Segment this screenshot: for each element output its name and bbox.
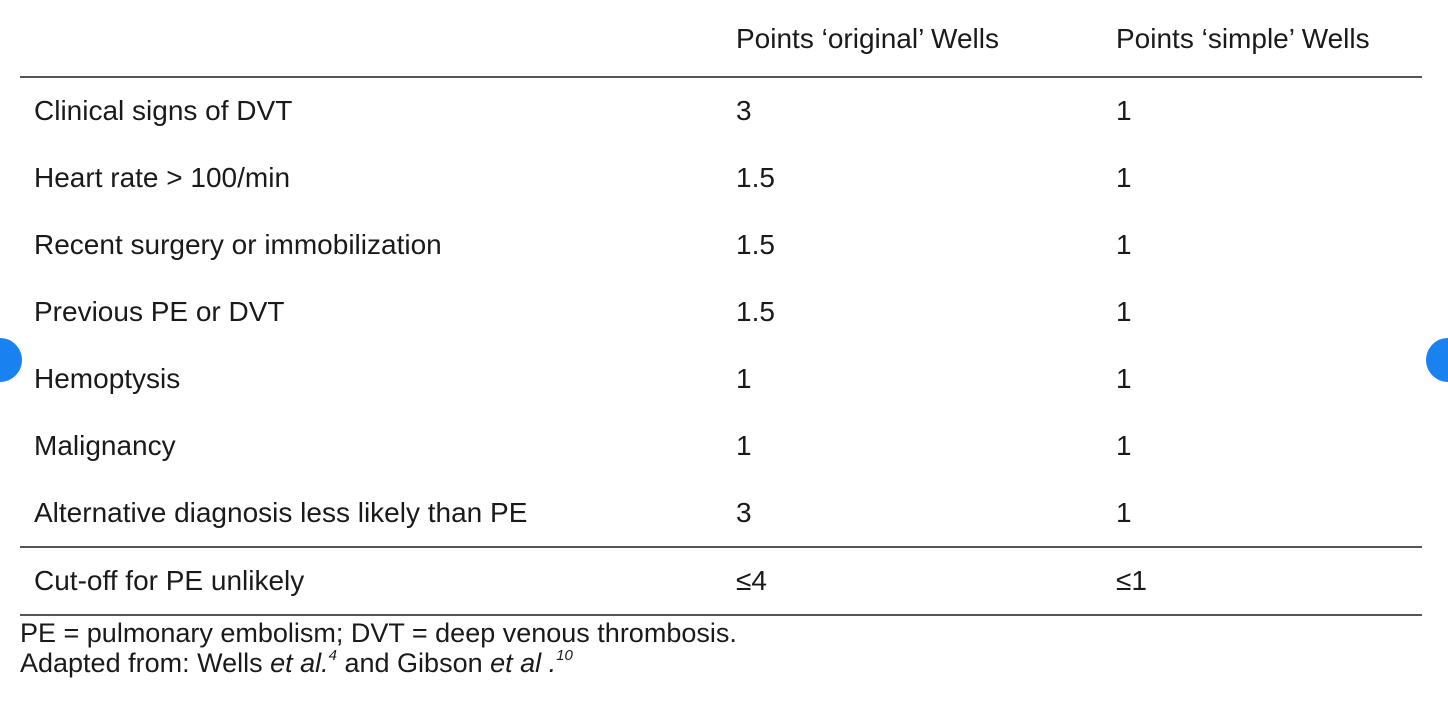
cutoff-original: ≤4	[722, 547, 1116, 616]
criterion-cell: Heart rate > 100/min	[34, 161, 291, 193]
table-row: Recent surgery or immobilization 1.5 1	[20, 211, 1422, 278]
simple-points-cell: 1	[1116, 429, 1132, 461]
table-row: Previous PE or DVT 1.5 1	[20, 278, 1422, 345]
abbreviations-note: PE = pulmonary embolism; DVT = deep veno…	[20, 618, 737, 648]
wells-score-table-container: Points ‘original’ Wells Points ‘simple’ …	[20, 0, 1422, 616]
source-etal-gibson: et al .	[490, 648, 557, 678]
criterion-cell: Hemoptysis	[34, 362, 181, 394]
original-points-cell: 1.5	[736, 161, 775, 193]
original-points-cell: 1	[736, 362, 752, 394]
criterion-cell: Clinical signs of DVT	[34, 95, 293, 126]
table-row: Heart rate > 100/min 1.5 1	[20, 144, 1422, 211]
cutoff-row: Cut-off for PE unlikely ≤4 ≤1	[20, 547, 1422, 616]
simple-points-cell: 1	[1116, 95, 1132, 126]
source-etal-wells: et al.	[270, 648, 329, 678]
criterion-cell: Alternative diagnosis less likely than P…	[20, 479, 722, 548]
table-row: Malignancy 1 1	[20, 412, 1422, 479]
wells-score-table: Points ‘original’ Wells Points ‘simple’ …	[20, 0, 1422, 616]
source-ref-wells: 4	[328, 647, 337, 664]
original-points-cell: 3	[722, 479, 1116, 548]
header-criterion	[20, 0, 722, 78]
table-footnotes: PE = pulmonary embolism; DVT = deep veno…	[20, 618, 737, 678]
header-simple-wells: Points ‘simple’ Wells	[1116, 0, 1422, 78]
original-points-cell: 3	[736, 95, 752, 126]
original-points-cell: 1.5	[736, 228, 775, 260]
table-row: Hemoptysis 1 1	[20, 345, 1422, 412]
source-prefix: Adapted from: Wells	[20, 648, 271, 678]
cutoff-label: Cut-off for PE unlikely	[20, 547, 722, 616]
previous-arrow-icon[interactable]	[0, 338, 22, 382]
cutoff-simple: ≤1	[1116, 547, 1422, 616]
table-row: Clinical signs of DVT 3 1	[20, 77, 1422, 144]
simple-points-cell: 1	[1116, 228, 1132, 260]
simple-points-cell: 1	[1116, 479, 1422, 548]
header-original-wells: Points ‘original’ Wells	[722, 0, 1116, 78]
table-header-row: Points ‘original’ Wells Points ‘simple’ …	[20, 0, 1422, 78]
criterion-cell: Malignancy	[34, 429, 176, 461]
criterion-cell: Recent surgery or immobilization	[34, 228, 442, 260]
simple-points-cell: 1	[1116, 295, 1132, 327]
table-row: Alternative diagnosis less likely than P…	[20, 479, 1422, 548]
source-ref-gibson: 10	[556, 647, 573, 664]
next-arrow-icon[interactable]	[1426, 338, 1448, 382]
source-note: Adapted from: Wells et al.4 and Gibson e…	[20, 648, 737, 678]
simple-points-cell: 1	[1116, 161, 1132, 193]
criterion-cell: Previous PE or DVT	[34, 295, 285, 327]
original-points-cell: 1	[736, 429, 752, 461]
original-points-cell: 1.5	[736, 295, 775, 327]
source-mid: and Gibson	[337, 648, 491, 678]
simple-points-cell: 1	[1116, 362, 1132, 394]
